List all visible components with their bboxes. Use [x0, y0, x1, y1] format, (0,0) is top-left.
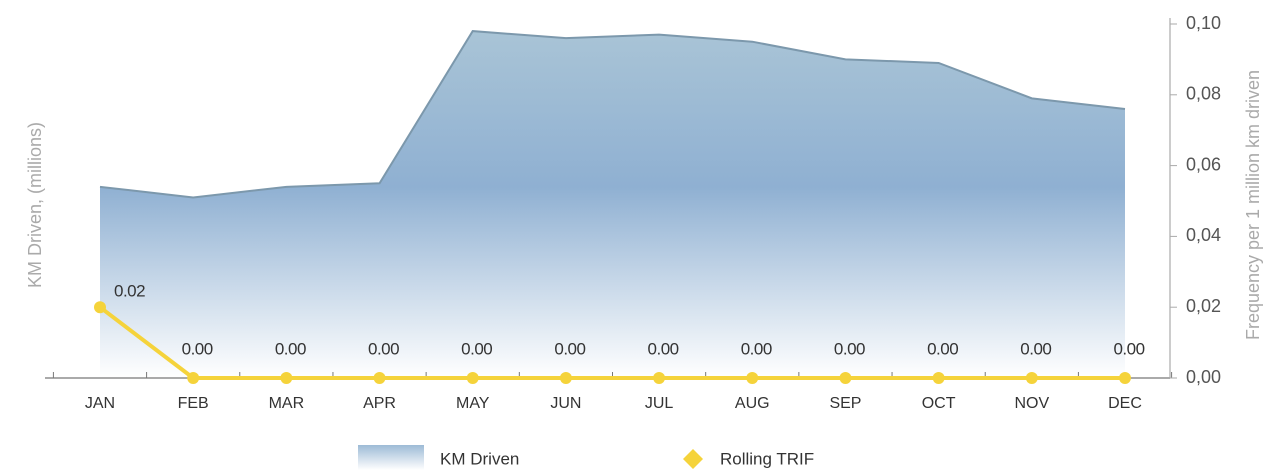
y2-tick-label: 0,00	[1186, 367, 1221, 387]
data-label: 0.00	[927, 339, 958, 358]
x-tick-label: JAN	[85, 395, 115, 412]
x-tick-label: JUN	[550, 395, 581, 412]
marker	[1025, 372, 1038, 384]
legend-swatch	[358, 445, 424, 470]
x-tick-label: OCT	[922, 395, 956, 412]
data-label: 0.00	[554, 339, 585, 358]
legend-label: KM Driven	[440, 449, 519, 468]
data-label: 0.00	[182, 339, 213, 358]
x-tick-label: NOV	[1014, 395, 1049, 412]
data-label: 0.00	[741, 339, 772, 358]
marker	[466, 372, 479, 384]
x-tick-label: SEP	[829, 395, 861, 412]
data-label: 0.00	[834, 339, 865, 358]
marker	[653, 372, 666, 384]
legend-label: Rolling TRIF	[720, 449, 814, 468]
marker	[559, 372, 572, 384]
marker	[94, 301, 106, 314]
marker	[187, 372, 200, 384]
x-tick-label: MAY	[456, 395, 490, 412]
y2-tick-label: 0,04	[1186, 225, 1221, 245]
marker	[1119, 372, 1131, 384]
data-label: 0.02	[114, 282, 145, 301]
y2-tick-label: 0,02	[1186, 296, 1221, 316]
y2-axis-title: Frequency per 1 million km driven	[1243, 70, 1263, 340]
data-label: 0.00	[275, 339, 306, 358]
marker	[839, 372, 852, 384]
marker	[932, 372, 945, 384]
data-label: 0.00	[461, 339, 492, 358]
legend-swatch	[683, 449, 703, 469]
marker	[746, 372, 759, 384]
marker	[280, 372, 293, 384]
data-label: 0.00	[648, 339, 679, 358]
x-tick-label: FEB	[178, 395, 209, 412]
area	[100, 31, 1125, 379]
y2-tick-label: 0,08	[1186, 84, 1221, 104]
x-tick-label: APR	[363, 395, 396, 412]
x-tick-label: AUG	[735, 395, 770, 412]
line	[98, 305, 1125, 380]
y2-tick-label: 0,06	[1186, 154, 1221, 174]
x-tick-label: MAR	[269, 395, 305, 412]
data-label: 0.00	[1113, 339, 1144, 358]
area-outline	[99, 30, 1126, 199]
y-axis-title: KM Driven, (millions)	[25, 122, 45, 288]
x-tick-label: JUL	[645, 395, 674, 412]
y2-tick-label: 0,10	[1186, 13, 1221, 33]
data-label: 0.00	[1020, 339, 1051, 358]
x-tick-label: DEC	[1108, 395, 1142, 412]
data-label: 0.00	[368, 339, 399, 358]
marker	[373, 372, 386, 384]
